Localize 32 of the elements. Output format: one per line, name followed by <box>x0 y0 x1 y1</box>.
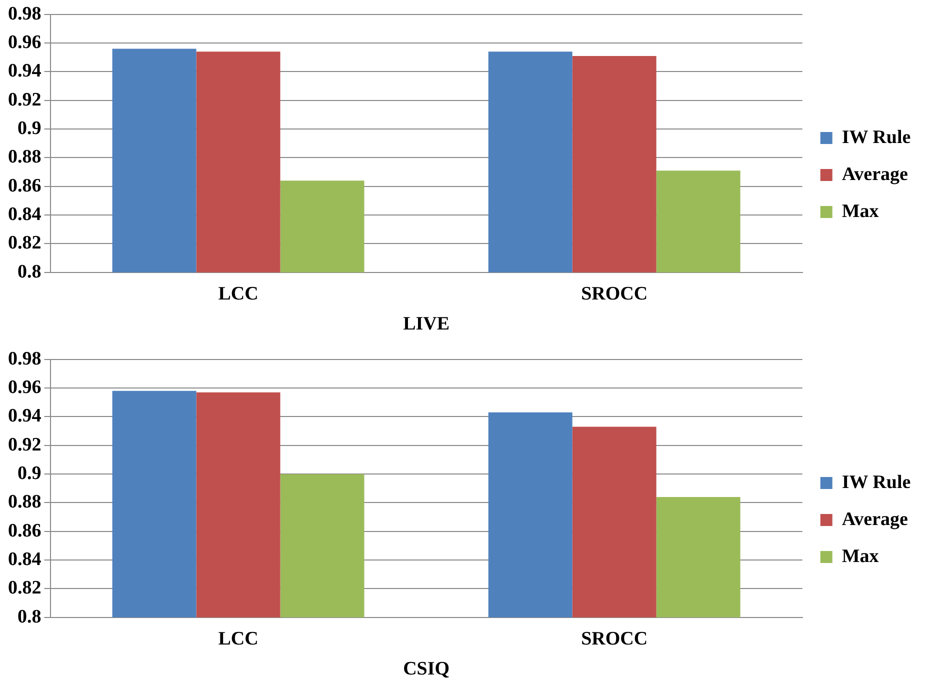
y-tick-label: 0.88 <box>8 492 42 513</box>
y-tick-label: 0.98 <box>8 3 42 24</box>
legend-label: Average <box>842 164 908 185</box>
legend-label: Max <box>842 546 880 567</box>
y-tick-label: 0.9 <box>18 462 42 484</box>
legend-label: IW Rule <box>842 126 911 148</box>
y-tick-label: 0.9 <box>18 118 42 139</box>
x-axis-title: CSIQ <box>403 658 450 680</box>
y-tick-label: 0.98 <box>8 348 42 370</box>
y-tick-label: 0.8 <box>18 261 42 282</box>
y-tick-label: 0.86 <box>8 520 42 542</box>
y-tick-label: 0.84 <box>8 548 42 570</box>
y-tick-label: 0.84 <box>8 204 42 225</box>
y-tick-label: 0.8 <box>18 606 42 628</box>
legend-label: Max <box>842 200 880 222</box>
y-tick-label: 0.92 <box>8 434 42 456</box>
x-tick-label: LCC <box>218 628 258 650</box>
y-tick-label: 0.82 <box>8 232 42 254</box>
y-tick-label: 0.88 <box>8 146 42 168</box>
y-tick-label: 0.96 <box>8 32 42 53</box>
x-tick-label: SROCC <box>581 628 648 650</box>
y-tick-label: 0.94 <box>8 60 42 82</box>
y-tick-label: 0.94 <box>8 406 42 427</box>
legend-label: IW Rule <box>842 472 911 493</box>
x-axis-title: LIVE <box>403 314 450 335</box>
y-tick-label: 0.82 <box>8 578 42 599</box>
x-tick-label: LCC <box>218 284 258 305</box>
y-tick-label: 0.86 <box>8 175 42 196</box>
x-tick-label: SROCC <box>581 284 648 305</box>
legend-label: Average <box>842 508 908 530</box>
y-tick-label: 0.92 <box>8 89 42 110</box>
y-tick-label: 0.96 <box>8 376 42 398</box>
